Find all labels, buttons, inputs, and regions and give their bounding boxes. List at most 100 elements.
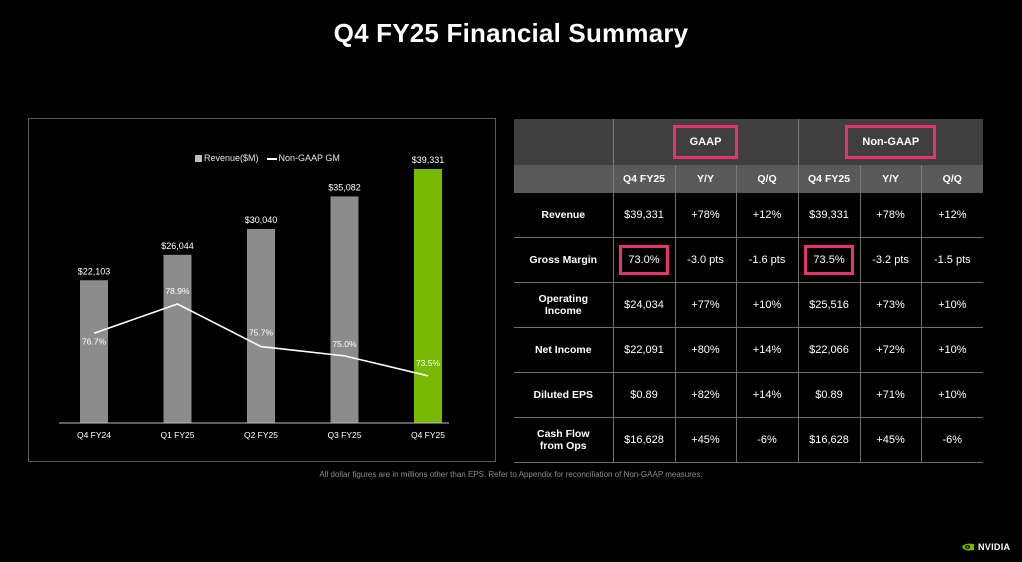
revenue-gm-chart: $22,103 Q4 FY24 $26,044 Q1 FY25 $30,040 Q2 FY…	[59, 155, 449, 440]
table-body: Revenue $39,331 +78% +12% $39,331 +78% +12% Gro…	[514, 193, 984, 463]
table-cell: +10%	[921, 282, 984, 328]
column-header-blank	[514, 165, 614, 193]
table-cell: $39,331	[798, 193, 861, 238]
legend-item-revenue: Revenue($M)	[195, 153, 259, 163]
table-cell: 73.5%	[798, 237, 861, 283]
column-header-row: Q4 FY25 Y/Y Q/Q Q4 FY25 Y/Y Q/Q	[514, 165, 984, 193]
cell-value: +14%	[752, 389, 782, 401]
cell-value: -1.6 pts	[748, 254, 786, 266]
gm-point-label: 76.7%	[82, 336, 107, 346]
row-label: Revenue	[514, 193, 614, 238]
table-cell: -6%	[736, 417, 799, 463]
cell-value: $16,628	[809, 434, 849, 446]
cell-value: $22,066	[809, 344, 849, 356]
table-cell: +45%	[860, 417, 922, 463]
cell-value: $22,091	[624, 344, 664, 356]
table-cell: -1.6 pts	[736, 237, 799, 283]
row-label-line: from Ops	[539, 440, 587, 452]
x-tick-label: Q4 FY24	[77, 430, 111, 440]
bar-value-label: $35,082	[328, 182, 361, 192]
cell-value: +78%	[691, 209, 720, 221]
cell-value: $39,331	[624, 209, 664, 221]
column-header: Y/Y	[675, 165, 737, 193]
revenue-bar	[163, 254, 192, 423]
gaap-label: GAAP	[672, 125, 739, 159]
table-cell: +78%	[860, 193, 922, 238]
table-cell: +12%	[736, 193, 799, 238]
cell-value: +45%	[691, 434, 720, 446]
table-cell: +78%	[675, 193, 737, 238]
revenue-bar	[414, 169, 442, 423]
row-label-line: Income	[544, 305, 582, 317]
revenue-chart-panel: $22,103 Q4 FY24 $26,044 Q1 FY25 $30,040 Q2 FY…	[28, 118, 496, 462]
nvidia-eye-icon	[962, 543, 974, 551]
cell-value: +12%	[938, 209, 967, 221]
table-cell: $22,066	[798, 327, 861, 373]
cell-value: +14%	[752, 344, 782, 356]
highlighted-value: 73.5%	[804, 245, 854, 275]
table-cell: +80%	[675, 327, 737, 373]
table-cell: $24,034	[613, 282, 676, 328]
table-cell: $16,628	[613, 417, 676, 463]
cell-value: +73%	[876, 299, 905, 311]
row-label-line: Operating	[538, 293, 589, 305]
table-cell: +73%	[860, 282, 922, 328]
bar-value-label: $39,331	[412, 155, 445, 165]
cell-value: $16,628	[624, 434, 664, 446]
table-cell: +72%	[860, 327, 922, 373]
table-row: Operating Income $24,034 +77% +10% $25,516 +73…	[514, 282, 984, 328]
row-label-line: Gross Margin	[529, 254, 598, 266]
row-label: Gross Margin	[514, 237, 614, 283]
table-cell: +10%	[921, 327, 984, 373]
gaap-group-header: GAAP	[613, 119, 799, 165]
table-row: Net Income $22,091 +80% +14% $22,066 +72% +10%	[514, 327, 984, 373]
legend-label-revenue: Revenue($M)	[204, 153, 259, 163]
table-cell: $39,331	[613, 193, 676, 238]
table-cell: +10%	[921, 372, 984, 418]
cell-value: +10%	[938, 344, 967, 356]
cell-value: -6%	[942, 434, 963, 446]
table-cell: -3.0 pts	[675, 237, 737, 283]
table-cell: $16,628	[798, 417, 861, 463]
table-cell: +10%	[736, 282, 799, 328]
cell-value: +10%	[938, 389, 967, 401]
cell-value: +72%	[876, 344, 905, 356]
table-cell: -6%	[921, 417, 984, 463]
cell-value: $0.89	[630, 389, 658, 401]
column-header: Q4 FY25	[613, 165, 676, 193]
table-cell: +45%	[675, 417, 737, 463]
table-cell: $0.89	[613, 372, 676, 418]
line-swatch-icon	[266, 157, 277, 160]
nvidia-logo: NVIDIA	[961, 542, 1010, 552]
table-row: Cash Flow from Ops $16,628 +45% -6% $16,628 +4…	[514, 417, 984, 463]
column-header: Q/Q	[921, 165, 984, 193]
row-label: Operating Income	[514, 282, 614, 328]
legend-label-gm: Non-GAAP GM	[278, 153, 340, 163]
table-cell: $25,516	[798, 282, 861, 328]
table-row: Diluted EPS $0.89 +82% +14% $0.89 +71% +10%	[514, 372, 984, 418]
table-cell: 73.0%	[613, 237, 676, 283]
footnote: All dollar figures are in millions other…	[319, 470, 703, 479]
bar-value-label: $22,103	[78, 266, 111, 276]
table-row: Revenue $39,331 +78% +12% $39,331 +78% +12%	[514, 193, 984, 238]
table-cell: +71%	[860, 372, 922, 418]
table-row: Gross Margin 73.0% -3.0 pts -1.6 pts 73.5% -3…	[514, 237, 984, 283]
column-header: Y/Y	[860, 165, 922, 193]
gm-point-label: 78.9%	[165, 286, 190, 296]
bar-swatch-icon	[195, 155, 202, 163]
cell-value: -3.2 pts	[872, 254, 909, 266]
gm-point-label: 75.7%	[249, 328, 274, 338]
x-tick-label: Q2 FY25	[244, 430, 278, 440]
page-title: Q4 FY25 Financial Summary	[333, 18, 689, 48]
cell-value: +80%	[691, 344, 720, 356]
row-label-line: Net Income	[534, 344, 592, 356]
cell-value: +77%	[691, 299, 720, 311]
cell-value: $24,034	[624, 299, 664, 311]
revenue-bar	[80, 280, 108, 423]
table-cell: $0.89	[798, 372, 861, 418]
table-cell: +12%	[921, 193, 984, 238]
row-label: Net Income	[514, 327, 614, 373]
cell-value: +78%	[876, 209, 905, 221]
table-cell: +82%	[675, 372, 737, 418]
gm-point-label: 73.5%	[416, 358, 441, 368]
